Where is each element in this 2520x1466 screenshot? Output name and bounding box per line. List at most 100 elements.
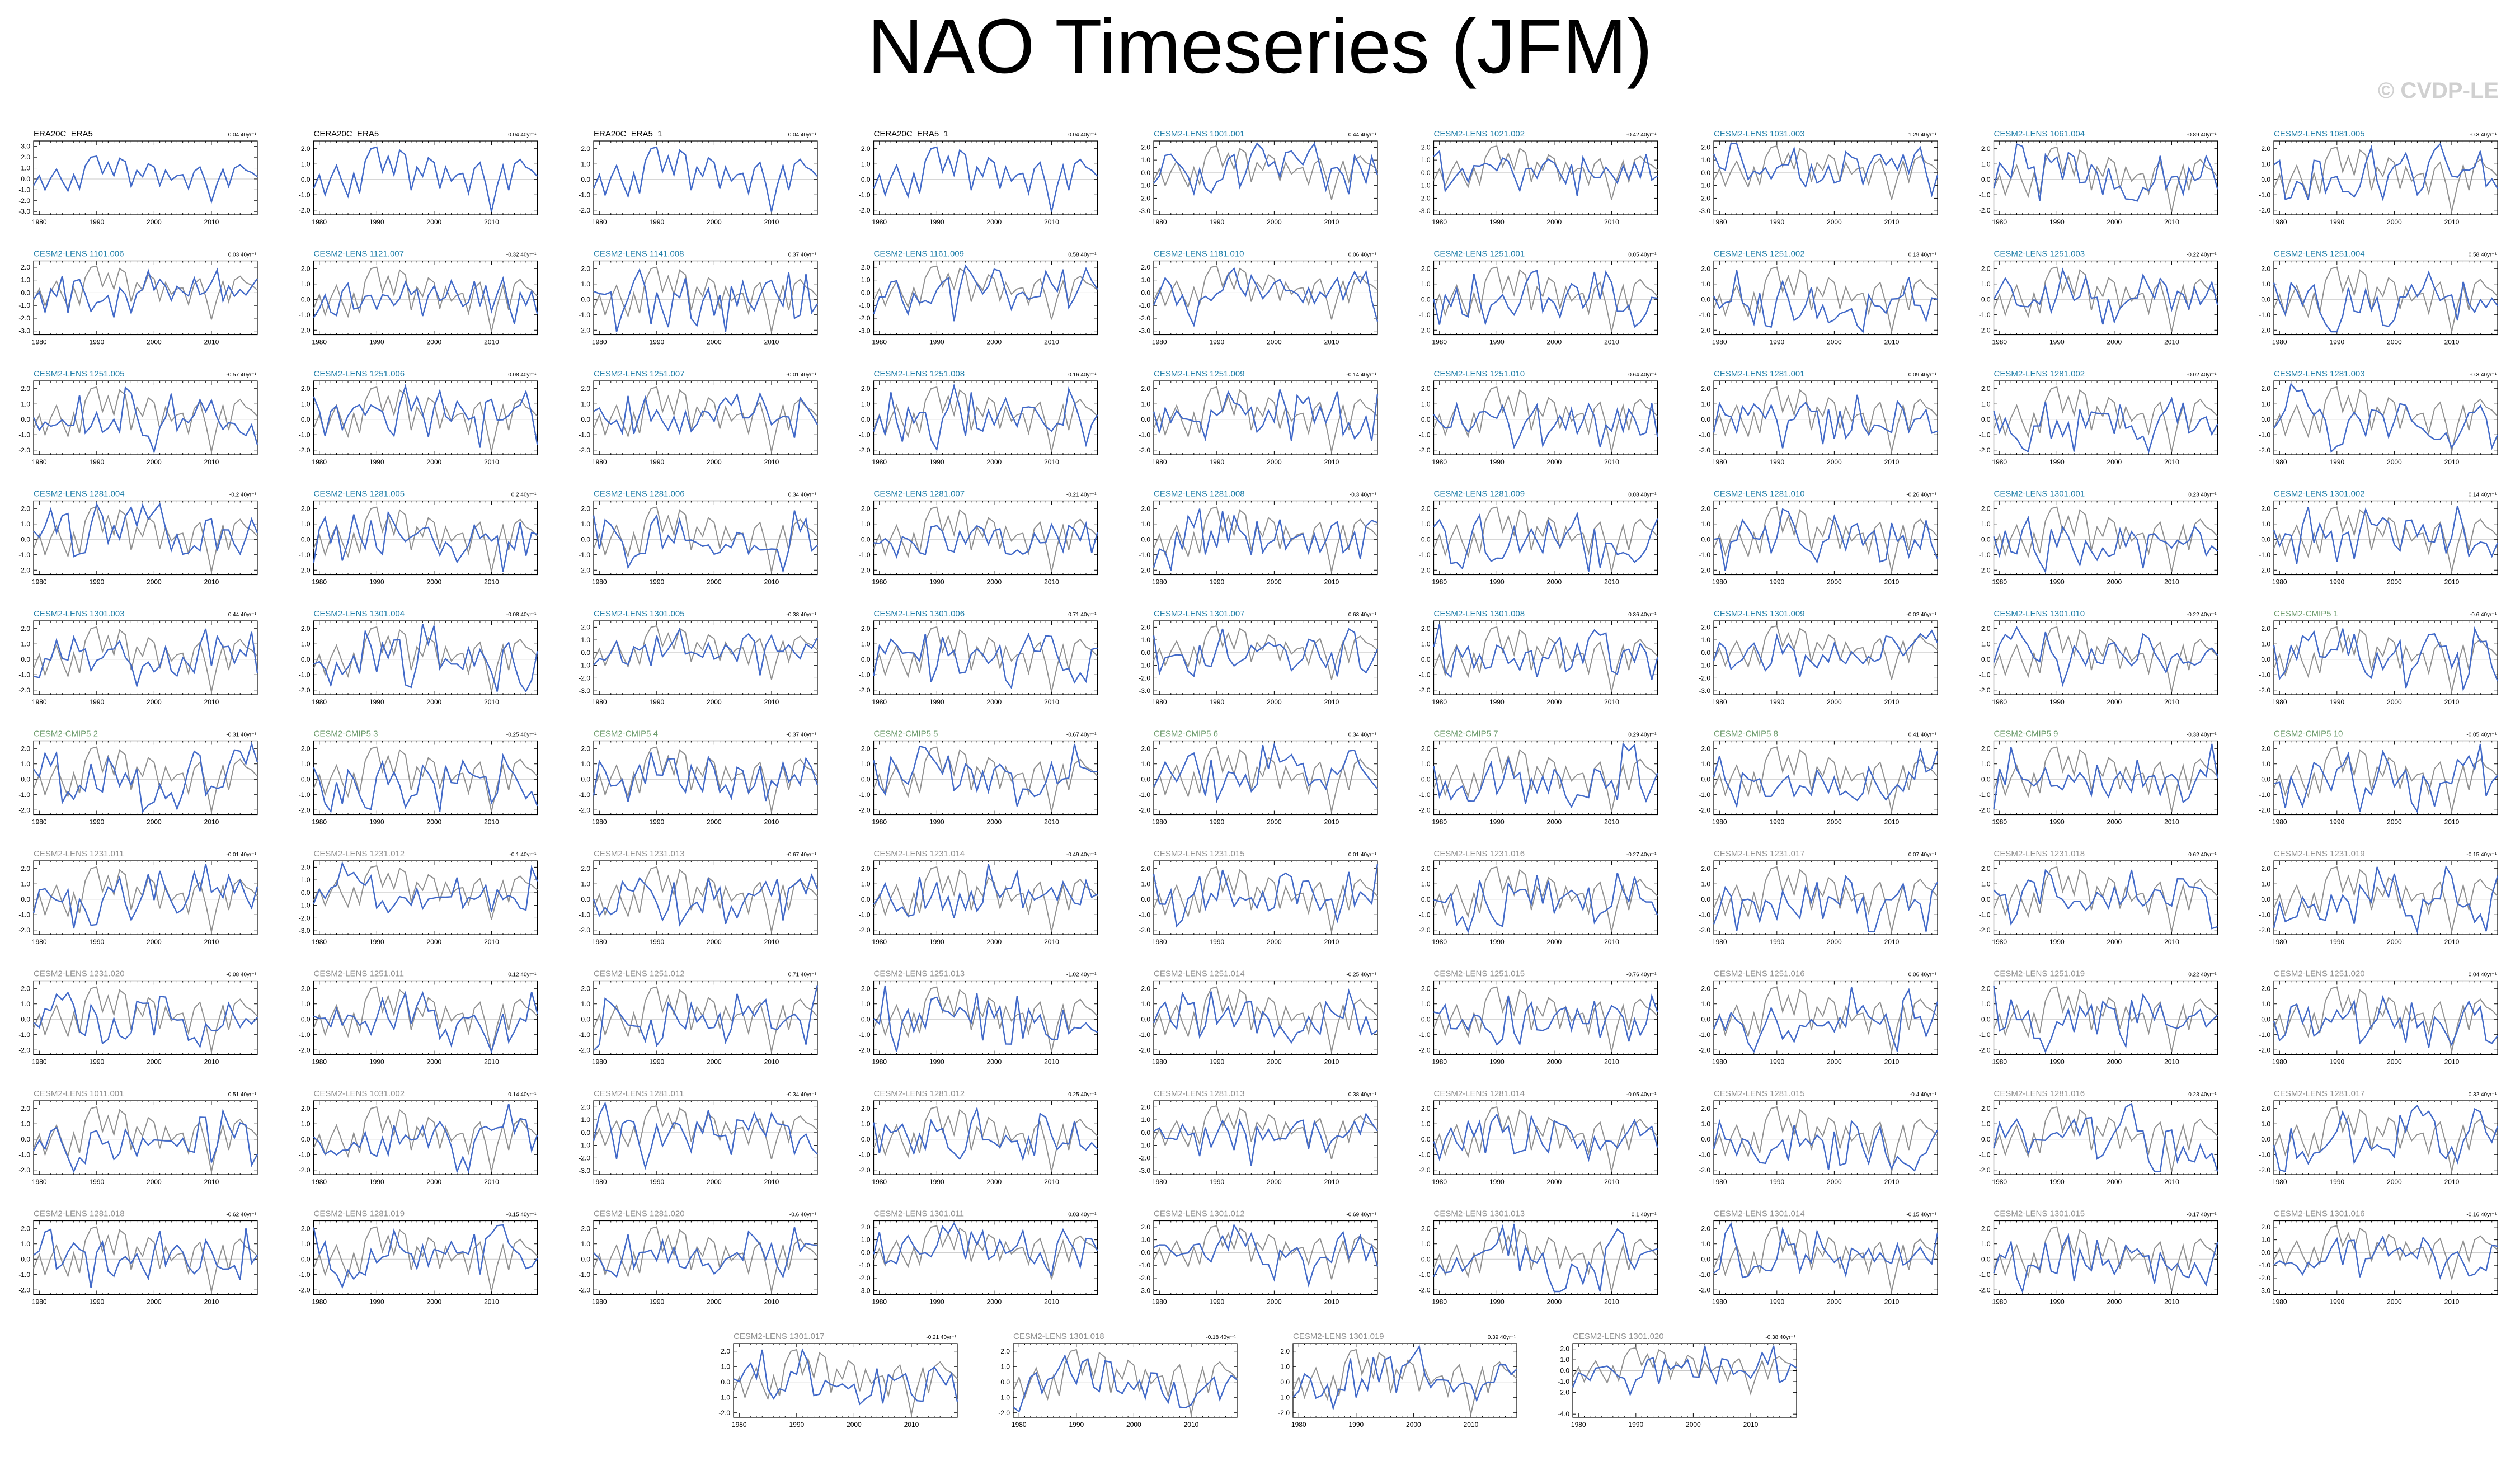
model-series-line xyxy=(32,155,258,204)
x-tick-label: 1980 xyxy=(1992,458,2007,466)
nao-panel: CESM2-LENS 1281.002 -0.02 40yr⁻¹ 2.0 1.0 0.0… xyxy=(1979,369,2218,466)
plot-frame xyxy=(33,380,258,455)
obs-series-line xyxy=(873,506,1098,572)
x-tick-label: 1980 xyxy=(2272,698,2287,706)
y-tick-label: 2.0 xyxy=(21,153,30,161)
panel-trend: 0.08 40yr⁻¹ xyxy=(1628,492,1657,498)
y-tick-label: 0.0 xyxy=(1981,535,1991,543)
x-tick-label: 1990 xyxy=(2329,578,2344,586)
y-tick-label: 0.0 xyxy=(21,656,30,663)
panel-title: ERA20C_ERA5 xyxy=(34,129,93,139)
x-tick-label: 1980 xyxy=(1712,338,1727,346)
x-tick-label: 1980 xyxy=(32,698,47,706)
x-tick-label: 2000 xyxy=(2387,218,2402,226)
panel-trend: -0.57 40yr⁻¹ xyxy=(226,372,256,378)
x-tick-label: 2000 xyxy=(987,338,1002,346)
y-tick-label: 2.0 xyxy=(861,385,871,393)
x-tick-label: 2000 xyxy=(1827,578,1842,586)
x-tick-label: 2000 xyxy=(427,578,442,586)
model-series-line xyxy=(873,632,1098,690)
y-tick-label: 2.0 xyxy=(301,505,311,512)
y-tick-label: -1.0 xyxy=(2259,551,2270,559)
model-series-line xyxy=(1153,628,1379,678)
x-tick-label: 1990 xyxy=(1209,218,1224,226)
panel-title: CESM2-LENS 1251.002 xyxy=(1714,249,1805,259)
y-tick-label: 1.0 xyxy=(1981,160,1991,168)
y-tick-label: 2.0 xyxy=(581,145,590,153)
y-tick-label: -1.0 xyxy=(579,431,590,439)
plot-frame xyxy=(873,380,1098,455)
plot-frame xyxy=(1713,380,1938,455)
x-tick-label: 2010 xyxy=(1324,218,1339,226)
model-series-line xyxy=(313,510,538,572)
y-tick-label: -1.0 xyxy=(1699,311,1710,319)
obs-series-line xyxy=(33,506,258,572)
nao-panel: CESM2-LENS 1121.007 -0.32 40yr⁻¹ 2.0 1.0 0.0… xyxy=(299,249,538,346)
y-tick-label: -1.0 xyxy=(18,671,30,678)
y-tick-label: 0.0 xyxy=(301,176,311,183)
y-tick-label: 1.0 xyxy=(2261,520,2270,528)
y-tick-label: 1.0 xyxy=(1701,156,1710,164)
nao-panel: CERA20C_ERA5 0.04 40yr⁻¹ 2.0 1.0 0.0 -1.0 -2.0… xyxy=(299,129,538,226)
x-tick-label: 1980 xyxy=(312,698,327,706)
panel-title: CESM2-LENS 1301.001 xyxy=(1994,489,2085,499)
panel-trend: 0.37 40yr⁻¹ xyxy=(788,252,817,258)
y-tick-label: -3.0 xyxy=(1419,207,1431,215)
nao-panel: CERA20C_ERA5_1 0.04 40yr⁻¹ 2.0 1.0 0.0 -1.0 -2… xyxy=(859,129,1098,226)
x-tick-label: 1980 xyxy=(1432,338,1447,346)
x-tick-label: 2010 xyxy=(2444,458,2460,466)
x-tick-label: 2010 xyxy=(204,338,219,346)
y-tick-label: -1.0 xyxy=(1979,431,1991,439)
obs-series-line xyxy=(1993,386,2218,452)
x-tick-label: 1990 xyxy=(2329,458,2344,466)
panel-title: CESM2-CMIP5 3 xyxy=(314,729,378,739)
y-tick-label: -2.0 xyxy=(859,314,871,322)
y-tick-label: 2.0 xyxy=(21,385,30,393)
nao-panel: CESM2-LENS 1081.005 -0.3 40yr⁻¹ 2.0 1.0 0.0 -… xyxy=(2259,129,2499,226)
y-tick-label: -2.0 xyxy=(2259,206,2270,214)
y-tick-label: 0.0 xyxy=(2261,656,2270,663)
y-tick-label: 1.0 xyxy=(1421,280,1431,288)
plot-frame xyxy=(1993,620,2218,695)
y-tick-label: -2.0 xyxy=(2259,326,2270,334)
y-tick-label: 0.0 xyxy=(1981,416,1991,423)
y-tick-label: -2.0 xyxy=(579,674,590,682)
panel-trend: -0.3 40yr⁻¹ xyxy=(1350,492,1377,498)
x-tick-label: 1980 xyxy=(2272,458,2287,466)
plot-frame xyxy=(1433,260,1658,336)
y-tick-label: -1.0 xyxy=(2259,311,2270,319)
plot-frame xyxy=(33,620,258,695)
x-tick-label: 2010 xyxy=(1884,578,1900,586)
x-tick-label: 1980 xyxy=(2272,578,2287,586)
x-tick-label: 2010 xyxy=(1324,338,1339,346)
x-tick-label: 1980 xyxy=(32,218,47,226)
nao-panel: CESM2-LENS 1251.002 0.13 40yr⁻¹ 2.0 1.0 0.0 -… xyxy=(1699,249,1938,346)
nao-panel: CESM2-LENS 1251.007 -0.01 40yr⁻¹ 2.0 1.0 0.0… xyxy=(579,369,819,466)
panel-title: CESM2-LENS 1251.010 xyxy=(1434,369,1525,379)
model-series-line xyxy=(33,628,258,689)
plot-frame xyxy=(33,740,258,816)
panel-trend: 0.03 40yr⁻¹ xyxy=(228,252,257,258)
y-tick-label: -2.0 xyxy=(1979,446,1991,454)
y-tick-label: -1.0 xyxy=(299,671,311,678)
y-tick-label: -1.0 xyxy=(1139,662,1150,670)
y-tick-label: -1.0 xyxy=(2259,191,2270,199)
panel-trend: 0.44 40yr⁻¹ xyxy=(1348,132,1377,138)
y-tick-label: -1.0 xyxy=(299,551,311,559)
y-tick-label: -1.0 xyxy=(2259,671,2270,678)
y-tick-label: 1.0 xyxy=(1701,280,1710,288)
panel-title: CESM2-LENS 1301.009 xyxy=(1714,609,1805,619)
nao-panel: CESM2-LENS 1001.001 0.44 40yr⁻¹ 2.0 1.0 0.0 -… xyxy=(1139,129,1379,226)
x-tick-label: 2010 xyxy=(1604,698,1619,706)
x-tick-label: 1990 xyxy=(2049,218,2065,226)
y-tick-label: -2.0 xyxy=(299,566,311,574)
y-tick-label: -1.0 xyxy=(299,311,311,319)
panel-title: CESM2-LENS 1141.008 xyxy=(594,249,684,259)
y-tick-label: 0.0 xyxy=(1701,169,1710,177)
panel-title: CESM2-LENS 1251.006 xyxy=(314,369,405,379)
y-tick-label: -1.0 xyxy=(1979,191,1991,199)
x-tick-label: 1980 xyxy=(1152,578,1167,586)
model-series-line xyxy=(1713,394,1938,449)
panel-trend: 0.71 40yr⁻¹ xyxy=(1068,612,1097,618)
